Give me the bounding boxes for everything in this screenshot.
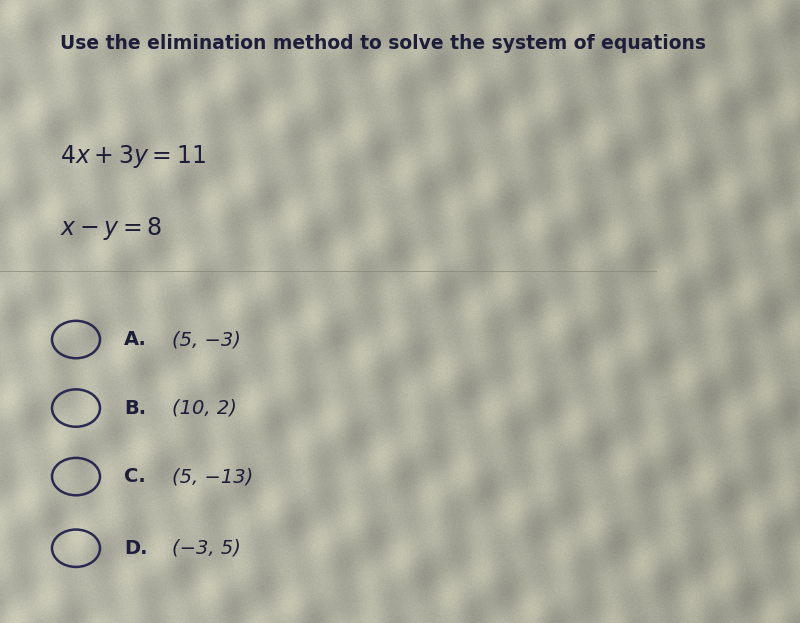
Text: B.: B. (124, 399, 146, 417)
Text: (10, 2): (10, 2) (172, 399, 237, 417)
Text: C.: C. (124, 467, 146, 486)
Text: $4x + 3y = 11$: $4x + 3y = 11$ (60, 143, 206, 170)
Text: $x - y = 8$: $x - y = 8$ (60, 215, 162, 242)
Text: (−3, 5): (−3, 5) (172, 539, 241, 558)
Text: Use the elimination method to solve the system of equations: Use the elimination method to solve the … (60, 34, 706, 53)
Text: D.: D. (124, 539, 147, 558)
Text: (5, −3): (5, −3) (172, 330, 241, 349)
Text: A.: A. (124, 330, 147, 349)
Text: (5, −13): (5, −13) (172, 467, 254, 486)
